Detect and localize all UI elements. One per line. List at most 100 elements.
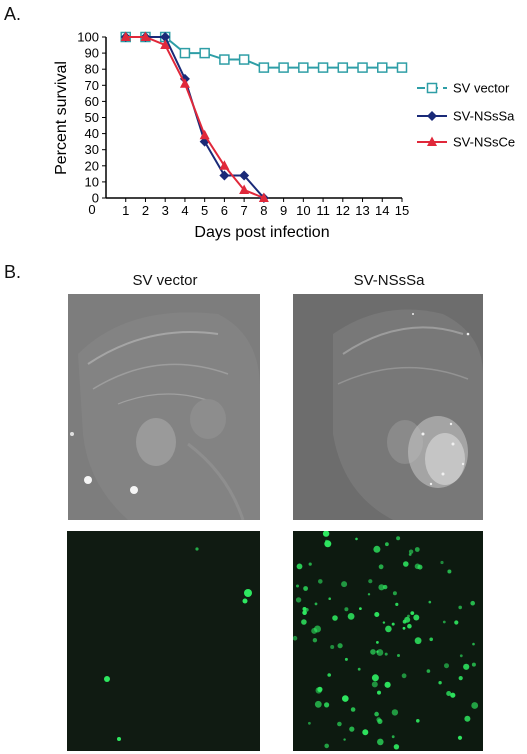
fluorescent-cell [296,563,303,570]
fluorescent-cell [302,610,307,615]
data-point [239,184,250,194]
fluorescent-cell [438,681,442,685]
y-axis-label: Percent survival [53,61,70,175]
fluorescent-cell [426,669,431,673]
data-point [239,170,250,181]
fluorescent-cell [414,563,421,570]
fluorescent-cell [347,613,355,620]
fluorescent-cell [314,700,322,708]
x-tick-label: 8 [260,203,267,218]
data-point [160,39,171,50]
fluorescent-cell [324,702,330,708]
data-point [357,62,368,73]
fluorescent-cell [391,709,399,716]
fluorescent-cell [314,602,318,606]
fluorescent-cell [429,637,433,642]
fluorescent-cell [368,579,373,584]
y-tick-label: 40 [85,126,99,141]
fluorescent-cell [341,581,348,588]
fluorescent-cell [391,735,395,739]
fluorescent-cell [376,641,379,644]
fluorescent-cell [378,564,384,570]
fluorescent-cell [414,547,420,552]
x-origin-label: 0 [88,202,95,217]
x-tick-label: 10 [296,203,310,218]
data-point [396,62,408,73]
fluorescent-cell [458,676,463,681]
fluorescent-cell [404,616,411,623]
fluorescent-cell [337,721,342,727]
data-point [258,62,270,73]
fluorescent-cell [382,621,386,624]
fluorescent-cell [376,717,381,722]
fluorescent-cell [325,539,328,543]
y-tick-label: 80 [85,62,99,77]
fluorescent-cell [311,627,318,634]
fluorescent-cell [359,607,362,610]
x-tick-label: 5 [201,203,208,218]
panel-b-label: B. [4,262,22,282]
data-point [199,47,210,59]
fluorescent-cell [362,729,369,736]
x-tick-label: 3 [162,203,169,218]
fluorescent-cell [322,531,330,537]
data-point [219,170,230,181]
fluorescence-sv-nsssa-image [293,531,483,751]
fluorescent-cell [312,638,318,643]
brain-section-sv-vector-image [68,294,260,520]
fluorescent-cell [355,537,358,541]
data-point [199,129,210,140]
y-tick-label: 0 [92,191,99,206]
fluorescent-cell [344,657,348,661]
fluorescent-cell [454,620,459,625]
x-tick-label: 14 [375,203,389,218]
right-image-title: SV-NSsSa [353,272,425,289]
fluorescent-cell [416,719,420,723]
fluorescent-cell [374,612,380,617]
legend-marker [427,136,437,146]
y-tick-label: 90 [85,46,99,61]
fluorescent-cell [408,549,414,554]
left-image-title: SV vector [132,272,198,289]
fluorescent-cell [393,744,400,750]
legend-label: SV vector [453,81,510,96]
fluorescent-cell [376,650,379,653]
data-point [179,78,190,88]
data-point [140,31,151,41]
fluorescent-cell [459,654,463,658]
x-tick-label: 11 [316,203,330,218]
fluorescent-cell [343,738,346,741]
x-tick-label: 9 [280,203,287,218]
data-point [377,62,388,73]
fluorescent-cell [317,686,323,692]
fluorescent-cell [384,681,391,688]
fluorescent-cell [444,663,449,669]
fluorescent-cell [396,536,401,541]
fluorescent-cell [328,597,331,600]
fluorescence-sv-vector-image [67,531,260,751]
fluorescent-cell [384,652,388,656]
fluorescent-cell [357,667,361,671]
fluorescent-cell [403,561,409,567]
data-point [337,62,349,73]
x-tick-label: 2 [142,203,149,218]
fluorescent-cell [407,614,410,618]
fluorescent-cell [370,649,376,655]
fluorescent-cell [397,654,400,657]
fluorescent-cell [447,569,452,574]
x-tick-label: 1 [122,203,129,218]
fluorescent-cell [373,545,381,553]
fluorescent-cell [395,602,399,606]
fluorescent-cell [428,600,432,604]
fluorescent-cell [318,579,323,584]
legend-label: SV-NSsCe [453,135,515,150]
fluorescent-cell [450,692,456,698]
fluorescent-cell [327,673,331,677]
fluorescent-cell [472,642,475,646]
fluorescent-cell [392,591,397,596]
fluorescent-cell [342,695,349,702]
data-point [160,32,171,42]
fluorescent-cell [377,690,381,695]
fluorescent-cell [413,614,420,621]
